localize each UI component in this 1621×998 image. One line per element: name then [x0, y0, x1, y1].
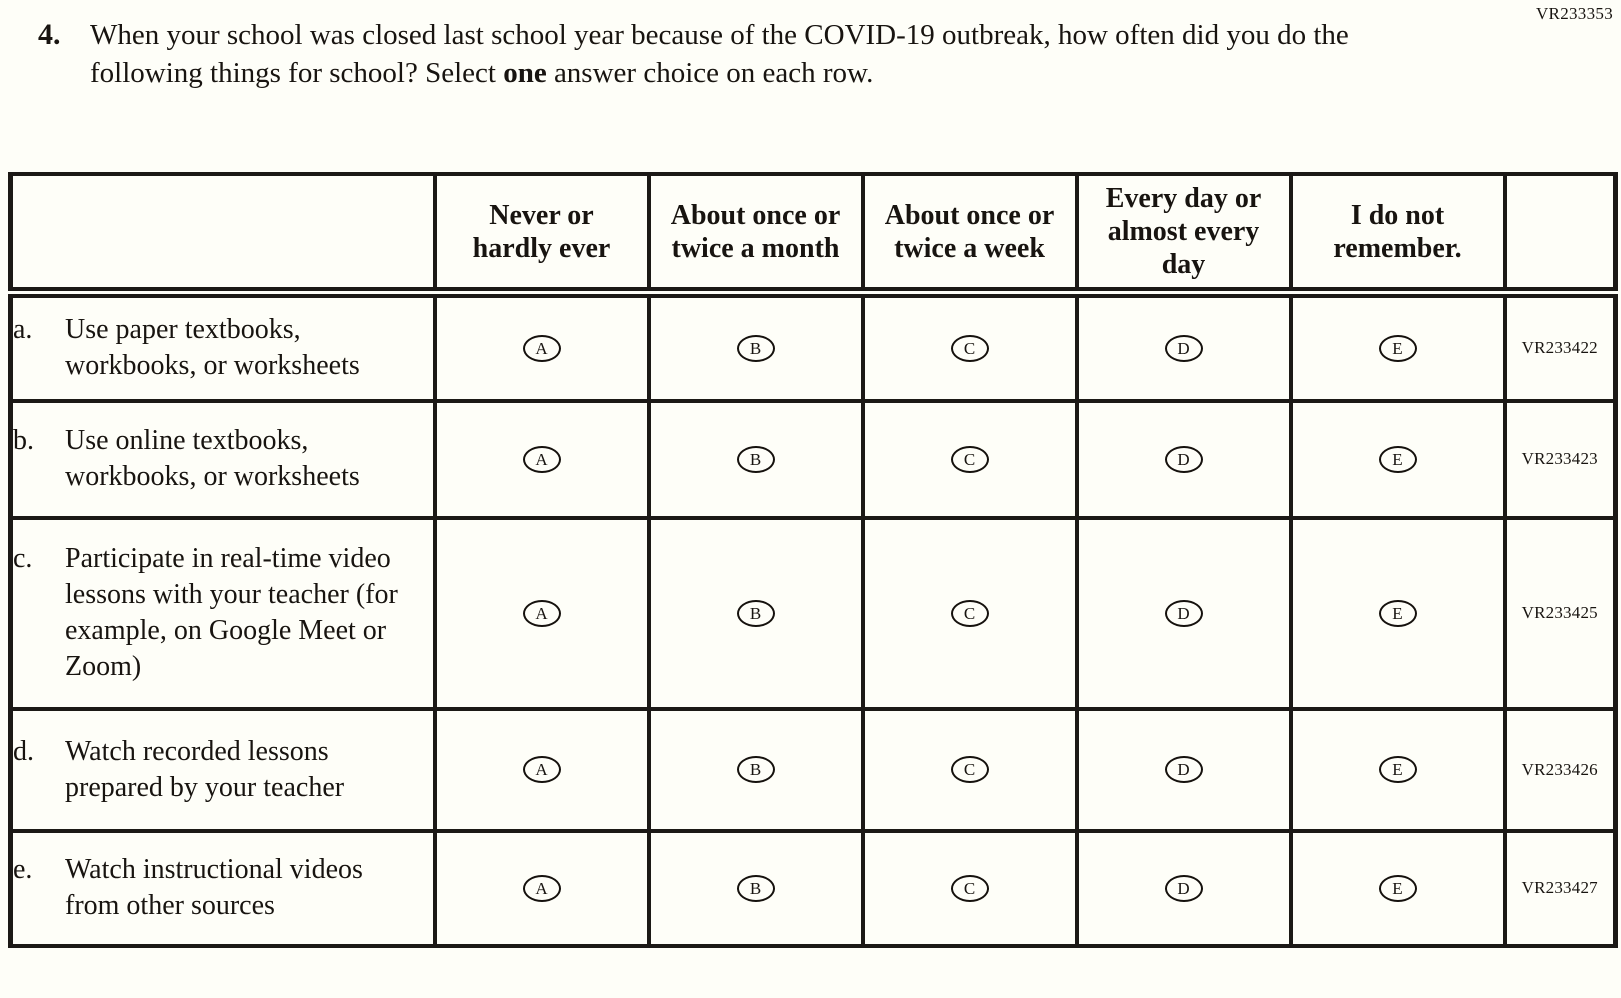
bubble-e-option-a[interactable]: A: [522, 874, 561, 902]
bubble-e-option-e[interactable]: E: [1378, 874, 1417, 902]
answer-matrix-table: Never or hardly ever About once or twice…: [8, 172, 1618, 948]
cell-c-everyday: D: [1074, 515, 1293, 711]
bubble-d-option-e[interactable]: E: [1378, 756, 1417, 783]
cell-d-never: A: [432, 706, 651, 833]
item-letter: a.: [13, 314, 33, 346]
cell-d-month: B: [646, 706, 865, 833]
question-text-bold: one: [503, 57, 547, 89]
bubble-d-option-a[interactable]: A: [522, 756, 561, 783]
question-text: When your school was closed last school …: [90, 16, 1375, 92]
bubble-c-option-d[interactable]: D: [1164, 599, 1203, 627]
bubble-a-option-d[interactable]: D: [1164, 334, 1203, 362]
table-row-b: b. Use online textbooks, workbooks, or w…: [8, 398, 1618, 520]
cell-c-remember: E: [1288, 515, 1507, 711]
bubble-c-option-e[interactable]: E: [1378, 599, 1417, 627]
cell-a-everyday: D: [1074, 290, 1293, 403]
header-every-day: Every day or almost every day: [1074, 172, 1293, 298]
cell-c-never: A: [432, 515, 651, 711]
question-number: 4.: [38, 18, 61, 51]
bubble-b-option-e[interactable]: E: [1378, 445, 1417, 473]
cell-b-week: C: [860, 398, 1079, 520]
table-row-d: d. Watch recorded lessons prepared by yo…: [8, 706, 1618, 833]
cell-c-month: B: [646, 515, 865, 711]
cell-b-month: B: [646, 398, 865, 520]
item-text: Participate in real-time video lessons w…: [65, 543, 398, 682]
cell-e-never: A: [432, 828, 651, 948]
item-text: Watch instructional videos from other so…: [65, 854, 363, 921]
bubble-e-option-d[interactable]: D: [1164, 874, 1203, 902]
item-text: Watch recorded lessons prepared by your …: [65, 735, 345, 803]
bubble-c-option-c[interactable]: C: [950, 599, 989, 627]
item-cell-a: a. Use paper textbooks, workbooks, or wo…: [8, 290, 437, 403]
bubble-d-option-c[interactable]: C: [950, 756, 989, 783]
item-letter: c.: [13, 543, 33, 574]
item-letter: d.: [13, 735, 34, 767]
bubble-b-option-d[interactable]: D: [1164, 445, 1203, 473]
bubble-e-option-b[interactable]: B: [736, 874, 775, 902]
cell-d-week: C: [860, 706, 1079, 833]
cell-e-everyday: D: [1074, 828, 1293, 948]
header-empty-code: [1502, 172, 1618, 298]
header-row: Never or hardly ever About once or twice…: [8, 172, 1618, 298]
bubble-c-option-a[interactable]: A: [522, 599, 561, 627]
item-cell-c: c. Participate in real-time video lesson…: [8, 515, 437, 711]
cell-a-remember: E: [1288, 290, 1507, 403]
item-letter: e.: [13, 854, 33, 885]
page-accession-code: VR233353: [1535, 4, 1613, 23]
item-cell-d: d. Watch recorded lessons prepared by yo…: [8, 706, 437, 833]
table-row-a: a. Use paper textbooks, workbooks, or wo…: [8, 290, 1618, 403]
cell-a-week: C: [860, 290, 1079, 403]
bubble-c-option-b[interactable]: B: [736, 599, 775, 627]
table-row-e: e. Watch instructional videos from other…: [8, 828, 1618, 948]
row-code: VR233427: [1502, 828, 1618, 948]
header-empty-item: [8, 172, 437, 298]
question-text-after: answer choice on each row.: [546, 57, 874, 89]
cell-a-month: B: [646, 290, 865, 403]
row-code: VR233425: [1502, 515, 1618, 711]
bubble-d-option-d[interactable]: D: [1164, 756, 1203, 783]
bubble-b-option-a[interactable]: A: [522, 445, 561, 473]
cell-d-everyday: D: [1074, 706, 1293, 833]
item-text: Use online textbooks, workbooks, or work…: [65, 425, 360, 492]
header-never: Never or hardly ever: [432, 172, 651, 298]
header-once-twice-month: About once or twice a month: [646, 172, 865, 298]
item-letter: b.: [13, 425, 34, 456]
header-once-twice-week: About once or twice a week: [860, 172, 1079, 298]
cell-c-week: C: [860, 515, 1079, 711]
cell-a-never: A: [432, 290, 651, 403]
item-text: Use paper textbooks, workbooks, or works…: [65, 314, 360, 382]
row-code: VR233426: [1502, 706, 1618, 833]
row-code: VR233422: [1502, 290, 1618, 403]
bubble-a-option-c[interactable]: C: [950, 334, 989, 362]
bubble-a-option-b[interactable]: B: [736, 334, 775, 362]
bubble-b-option-c[interactable]: C: [950, 445, 989, 473]
cell-b-remember: E: [1288, 398, 1507, 520]
question-text-before: When your school was closed last school …: [90, 19, 1349, 89]
item-cell-e: e. Watch instructional videos from other…: [8, 828, 437, 948]
bubble-b-option-b[interactable]: B: [736, 445, 775, 473]
cell-b-everyday: D: [1074, 398, 1293, 520]
cell-d-remember: E: [1288, 706, 1507, 833]
cell-e-week: C: [860, 828, 1079, 948]
question-block: 4. When your school was closed last scho…: [38, 16, 1438, 92]
bubble-e-option-c[interactable]: C: [950, 874, 989, 902]
bubble-a-option-a[interactable]: A: [522, 334, 561, 362]
row-code: VR233423: [1502, 398, 1618, 520]
cell-e-remember: E: [1288, 828, 1507, 948]
header-do-not-remember: I do not remember.: [1288, 172, 1507, 298]
bubble-d-option-b[interactable]: B: [736, 756, 775, 783]
cell-b-never: A: [432, 398, 651, 520]
bubble-a-option-e[interactable]: E: [1378, 334, 1417, 362]
item-cell-b: b. Use online textbooks, workbooks, or w…: [8, 398, 437, 520]
cell-e-month: B: [646, 828, 865, 948]
table-row-c: c. Participate in real-time video lesson…: [8, 515, 1618, 711]
